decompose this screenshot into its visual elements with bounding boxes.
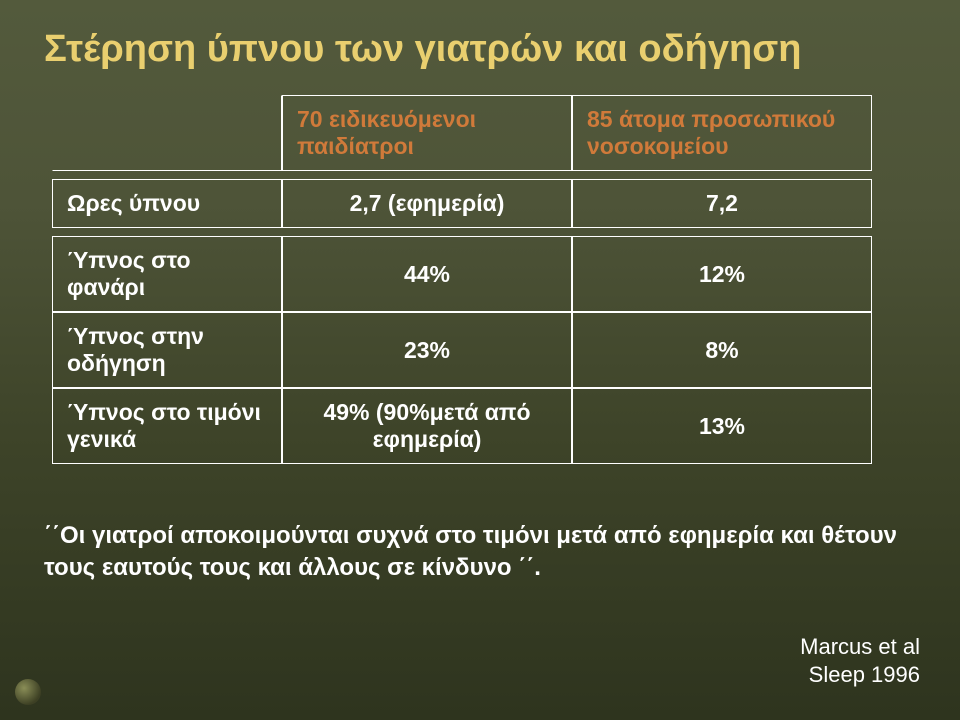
cell: 23% [282,312,572,388]
row-label: Ύπνος στο τιμόνι γενικά [52,388,282,464]
cell: 49% (90%μετά από εφημερία) [282,388,572,464]
header-col1: 70 ειδικευόμενοι παιδίατροι [282,95,572,171]
cell: 12% [572,236,872,312]
cell: 8% [572,312,872,388]
citation-line2: Sleep 1996 [809,662,920,687]
table-row: Ύπνος στο τιμόνι γενικά 49% (90%μετά από… [52,388,872,464]
header-col2: 85 άτομα προσωπικού νοσοκομείου [572,95,872,171]
slide: Στέρηση ύπνου των γιατρών και οδήγηση 70… [0,0,960,720]
quote-text: ΄΄Οι γιατροί αποκοιμούνται συχνά στο τιμ… [44,520,916,585]
citation: Marcus et al Sleep 1996 [800,633,920,690]
row-label: Ύπνος στην οδήγηση [52,312,282,388]
cell: 2,7 (εφημερία) [282,179,572,228]
cell: 44% [282,236,572,312]
data-table: 70 ειδικευόμενοι παιδίατροι 85 άτομα προ… [52,95,872,464]
header-blank [52,95,282,171]
row-label: Ύπνος στο φανάρι [52,236,282,312]
citation-line1: Marcus et al [800,634,920,659]
table-row: Ύπνος στο φανάρι 44% 12% [52,236,872,312]
slide-title: Στέρηση ύπνου των γιατρών και οδήγηση [44,28,916,71]
cell: 7,2 [572,179,872,228]
row-label: Ωρες ύπνου [52,179,282,228]
table-row: Ωρες ύπνου 2,7 (εφημερία) 7,2 [52,179,872,228]
table-header-row: 70 ειδικευόμενοι παιδίατροι 85 άτομα προ… [52,95,872,171]
table-row: Ύπνος στην οδήγηση 23% 8% [52,312,872,388]
bullet-icon [12,676,44,708]
cell: 13% [572,388,872,464]
